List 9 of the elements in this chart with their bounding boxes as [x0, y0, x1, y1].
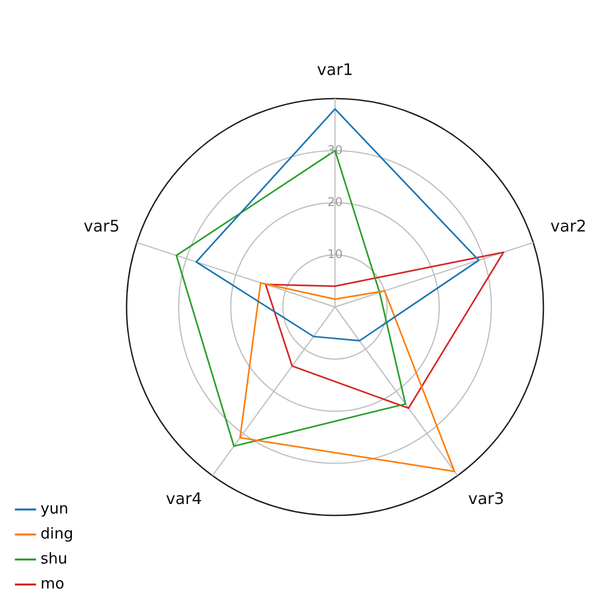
legend-label: mo: [40, 574, 64, 592]
spoke-label: var2: [550, 216, 586, 236]
spoke-label: var4: [166, 488, 202, 508]
spoke-label: var5: [84, 216, 120, 236]
spoke-label: var3: [468, 488, 504, 508]
legend-label: shu: [40, 549, 68, 568]
legend-label: yun: [40, 499, 68, 518]
spoke-label: var1: [316, 60, 354, 80]
legend-label: ding: [40, 524, 74, 542]
